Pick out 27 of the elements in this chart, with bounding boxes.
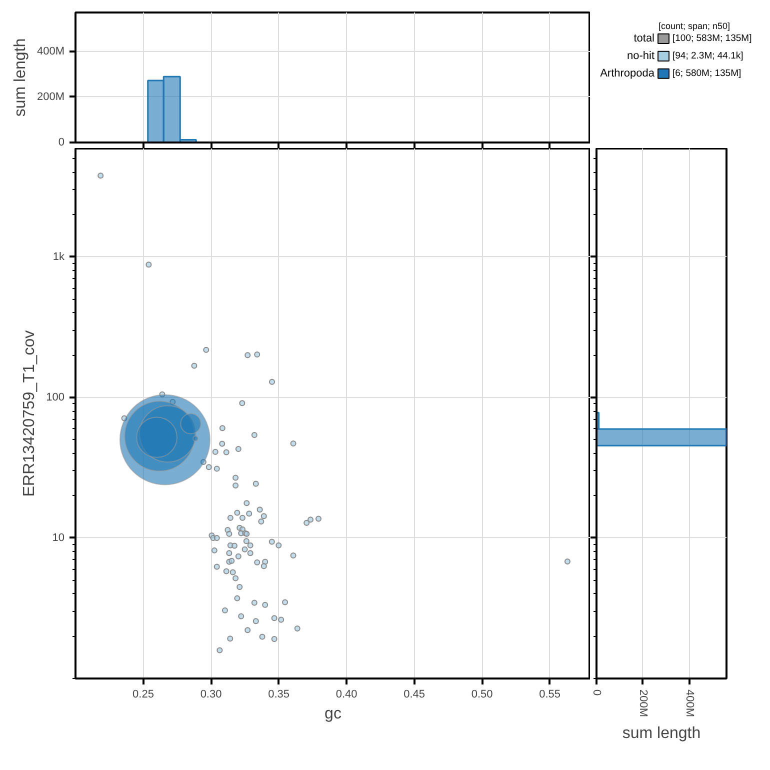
y-tick-label: 200M <box>36 90 65 103</box>
x-axis-title: gc <box>324 706 342 722</box>
x-tick-label: 0.35 <box>268 688 290 700</box>
category-label: total <box>634 32 655 45</box>
x-tick-label: 200M <box>636 690 649 718</box>
category-label: Arthropoda <box>600 68 656 80</box>
category-label: no-hit <box>626 50 655 62</box>
text: [100; 583M; 135M] <box>672 33 752 44</box>
x-tick-label: 400M <box>683 690 696 718</box>
y-tick-label: 0 <box>58 136 65 148</box>
x-tick-label: 0.50 <box>471 688 493 700</box>
legend-title: [count; span; n50] <box>658 21 730 32</box>
x-tick-label: 0.25 <box>132 688 154 700</box>
y-axis-title: sum length <box>12 38 29 117</box>
y-tick-label: 100 <box>46 391 65 404</box>
y-tick-label: 400M <box>36 45 65 58</box>
x-tick-label: 0.30 <box>200 688 222 700</box>
y-tick-label: 1k <box>52 250 65 263</box>
x-tick-label: 0.45 <box>404 688 426 700</box>
x-tick-label: 0 <box>590 690 602 696</box>
y-axis-title: ERR13420759_T1_cov <box>21 330 38 497</box>
y-tick-label: 10 <box>52 532 65 544</box>
text: [6; 580M; 135M] <box>672 68 742 80</box>
x-axis-title: sum length <box>622 725 701 742</box>
text: [94; 2.3M; 44.1k] <box>672 50 744 62</box>
x-tick-label: 0.55 <box>539 688 561 700</box>
x-tick-label: 0.40 <box>336 688 358 700</box>
